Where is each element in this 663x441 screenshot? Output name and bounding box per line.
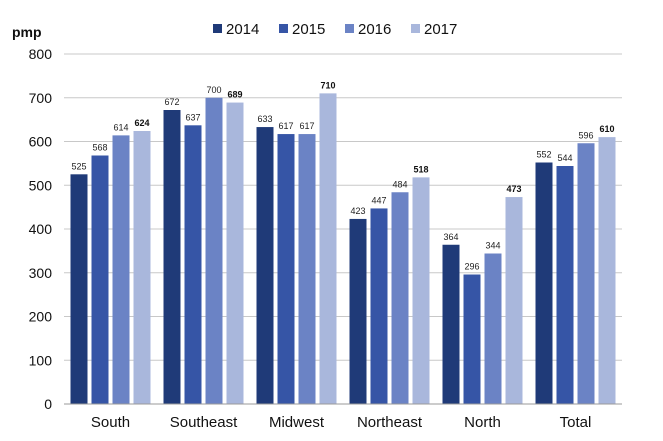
data-label: 596: [578, 130, 593, 140]
bars: [70, 93, 616, 404]
y-tick-label: 400: [29, 221, 53, 237]
x-category-label: Southeast: [170, 414, 238, 431]
data-label: 473: [506, 184, 521, 194]
bar-2017-midwest: [319, 93, 337, 404]
data-label: 518: [413, 164, 428, 174]
bar-2017-northeast: [412, 177, 430, 404]
data-label: 617: [278, 121, 293, 131]
bar-2014-southeast: [163, 110, 181, 404]
bar-2015-southeast: [184, 125, 202, 404]
y-axis-ticks: 0 100 200 300 400 500 600 700 800: [29, 46, 53, 412]
data-label: 552: [536, 150, 551, 160]
data-label: 624: [134, 118, 149, 128]
x-axis-category-labels: South Southeast Midwest Northeast North Total: [91, 414, 591, 431]
data-label: 633: [257, 114, 272, 124]
bar-2016-south: [112, 135, 130, 404]
bar-2016-north: [484, 253, 502, 404]
bar-2014-north: [442, 244, 460, 404]
x-category-label: Midwest: [269, 414, 325, 431]
x-category-label: North: [464, 414, 501, 431]
data-label: 617: [299, 121, 314, 131]
bar-2015-midwest: [277, 134, 295, 404]
data-label: 689: [227, 90, 242, 100]
bar-2016-total: [577, 143, 595, 404]
x-category-label: Total: [560, 414, 592, 431]
data-label: 710: [320, 80, 335, 90]
legend-swatch: [213, 24, 222, 33]
data-label: 525: [71, 161, 86, 171]
data-label: 568: [92, 143, 107, 153]
data-label: 672: [164, 97, 179, 107]
bar-2015-northeast: [370, 208, 388, 404]
data-label: 544: [557, 153, 572, 163]
y-tick-label: 600: [29, 134, 53, 150]
y-tick-label: 0: [44, 396, 52, 412]
bar-2017-southeast: [226, 102, 244, 404]
legend-label: 2014: [226, 21, 259, 38]
bar-2014-midwest: [256, 127, 274, 404]
y-tick-label: 300: [29, 265, 53, 281]
data-label: 364: [443, 232, 458, 242]
data-label: 610: [599, 124, 614, 134]
bar-2014-total: [535, 162, 553, 404]
x-category-label: Northeast: [357, 414, 423, 431]
y-tick-label: 500: [29, 177, 53, 193]
data-labels: 525 568 614 624 672 637 700 689 633 617 617 710 423 4…: [71, 80, 614, 271]
data-label: 296: [464, 262, 479, 272]
gridlines: [64, 53, 622, 361]
legend-label: 2015: [292, 21, 325, 38]
bar-2017-south: [133, 131, 151, 404]
data-label: 614: [113, 122, 128, 132]
data-label: 447: [371, 195, 386, 205]
y-tick-label: 700: [29, 90, 53, 106]
data-label: 484: [392, 179, 407, 189]
data-label: 423: [350, 206, 365, 216]
bar-2015-total: [556, 166, 574, 404]
bar-2016-northeast: [391, 192, 409, 404]
bar-2015-south: [91, 155, 109, 404]
bar-2014-south: [70, 174, 88, 404]
data-label: 344: [485, 241, 500, 251]
legend-swatch: [345, 24, 354, 33]
bar-2014-northeast: [349, 218, 367, 404]
bar-2016-southeast: [205, 97, 223, 404]
y-tick-label: 800: [29, 46, 53, 62]
y-axis-unit-label: pmp: [12, 24, 42, 40]
y-tick-label: 200: [29, 309, 53, 325]
legend-swatch: [411, 24, 420, 33]
legend-label: 2017: [424, 21, 457, 38]
legend-label: 2016: [358, 21, 391, 38]
x-category-label: South: [91, 414, 130, 431]
y-tick-label: 100: [29, 352, 53, 368]
data-label: 700: [206, 85, 221, 95]
bar-2017-north: [505, 197, 523, 404]
legend: 2014 2015 2016 2017: [213, 21, 457, 38]
bar-2016-midwest: [298, 134, 316, 404]
data-label: 637: [185, 112, 200, 122]
bar-2015-north: [463, 274, 481, 404]
bar-2017-total: [598, 137, 616, 404]
legend-swatch: [279, 24, 288, 33]
